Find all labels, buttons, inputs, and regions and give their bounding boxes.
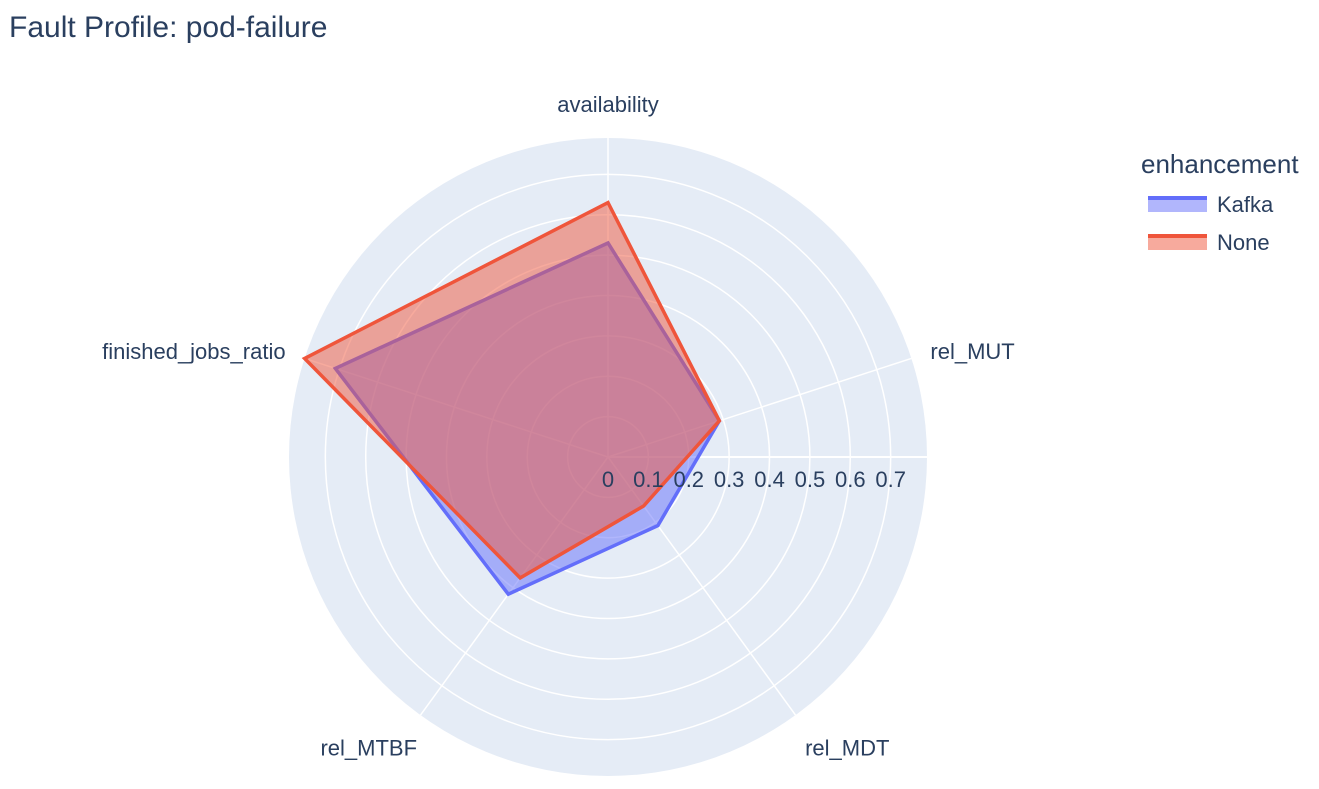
axis-label-rel-mut: rel_MUT — [930, 339, 1014, 364]
radial-tick-label: 0.1 — [633, 467, 664, 492]
radial-tick-label: 0.3 — [714, 467, 745, 492]
angular-axis-labels: availability rel_MUT rel_MDT rel_MTBF finish… — [102, 92, 1015, 760]
axis-label-rel-mdt: rel_MDT — [805, 735, 889, 760]
radial-tick-label: 0.2 — [673, 467, 704, 492]
radial-tick-label: 0.4 — [754, 467, 785, 492]
legend-item-kafka[interactable]: Kafka — [1148, 192, 1274, 217]
legend-label: None — [1217, 230, 1270, 255]
series-none-polygon — [301, 200, 722, 581]
radial-tick-label: 0.7 — [875, 467, 906, 492]
axis-label-finished-jobs-ratio: finished_jobs_ratio — [102, 339, 285, 364]
legend: enhancement Kafka None — [1141, 149, 1299, 255]
radial-tick-label: 0 — [602, 467, 614, 492]
radial-tick-labels: 0 0.1 0.2 0.3 0.4 0.5 0.6 0.7 — [602, 467, 906, 492]
legend-item-none[interactable]: None — [1148, 230, 1270, 255]
legend-label: Kafka — [1217, 192, 1274, 217]
series-layer — [301, 200, 722, 597]
axis-label-availability: availability — [557, 92, 659, 117]
radial-tick-label: 0.5 — [795, 467, 826, 492]
axis-label-rel-mtbf: rel_MTBF — [320, 735, 417, 760]
radial-tick-label: 0.6 — [835, 467, 866, 492]
chart-title: Fault Profile: pod-failure — [9, 11, 328, 44]
legend-title: enhancement — [1141, 149, 1299, 179]
